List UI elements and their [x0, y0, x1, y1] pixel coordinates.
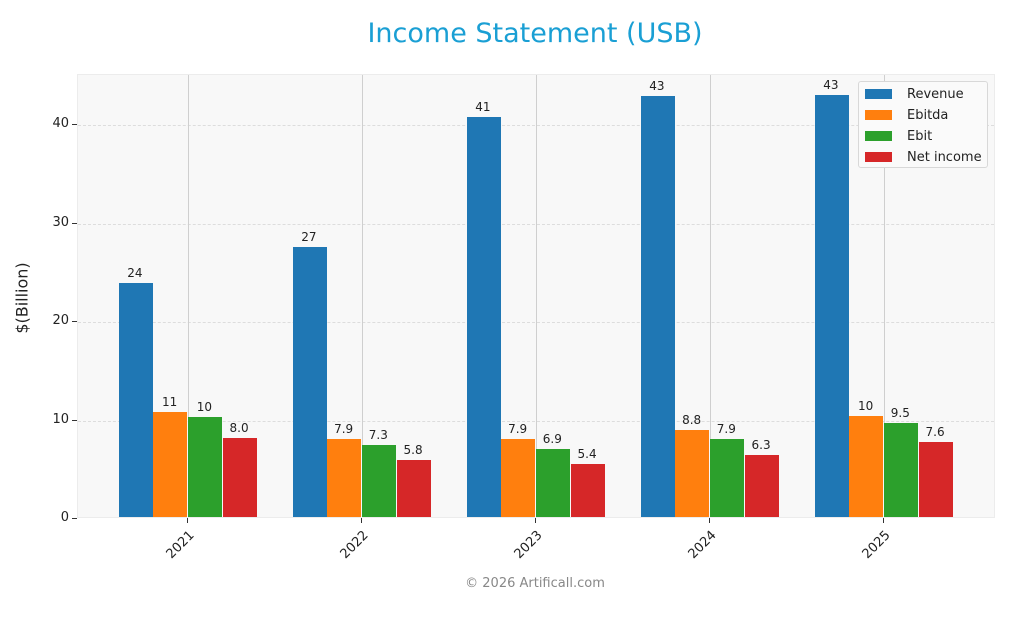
bar-value-label: 7.6	[925, 425, 945, 440]
bar-ebitda	[327, 439, 362, 517]
legend-swatch	[865, 131, 892, 141]
legend-swatch	[865, 89, 892, 99]
x-tick-label: 2022	[337, 528, 372, 563]
bar-revenue	[118, 282, 153, 517]
bar-value-label: 7.3	[368, 428, 388, 443]
x-tick-mark	[535, 518, 536, 523]
legend-swatch	[865, 110, 892, 120]
vertical-gridline	[884, 75, 885, 517]
x-tick-mark	[361, 518, 362, 523]
y-tick-mark	[72, 222, 77, 224]
legend: Revenue Ebitda Ebit Net income	[858, 81, 988, 168]
y-tick-label: 40	[52, 116, 69, 131]
bar-revenue	[640, 96, 675, 517]
vertical-gridline	[362, 75, 363, 517]
x-tick-mark	[187, 518, 188, 523]
vertical-gridline	[536, 75, 537, 517]
bar-revenue	[466, 117, 501, 517]
y-tick-label: 20	[52, 313, 69, 328]
legend-label: Net income	[907, 149, 982, 165]
bar-net-income	[570, 463, 605, 517]
bar-value-label: 7.9	[508, 422, 528, 437]
y-tick-label: 10	[52, 411, 69, 427]
bar-value-label: 8.0	[229, 421, 249, 436]
plot-area	[77, 74, 995, 518]
bar-revenue	[814, 95, 849, 517]
bar-net-income	[222, 438, 257, 517]
y-tick-mark	[72, 124, 77, 125]
bar-value-label: 6.9	[542, 432, 562, 447]
legend-item-net-income: Net income	[865, 148, 982, 166]
bar-value-label: 43	[649, 79, 665, 94]
bar-value-label: 5.4	[577, 446, 597, 461]
bar-ebitda	[849, 415, 884, 517]
legend-item-ebit: Ebit	[865, 127, 932, 145]
legend-label: Revenue	[907, 86, 964, 102]
y-tick-mark	[72, 321, 77, 322]
bar-net-income	[396, 459, 431, 517]
y-tick-mark	[72, 518, 77, 519]
legend-swatch	[865, 152, 892, 162]
bar-ebitda	[501, 439, 536, 517]
bar-net-income	[918, 442, 953, 517]
bar-value-label: 8.8	[682, 413, 702, 428]
bar-net-income	[744, 454, 779, 517]
bar-value-label: 27	[301, 230, 317, 245]
bar-revenue	[292, 247, 327, 517]
bar-value-label: 5.8	[403, 442, 423, 457]
x-tick-mark	[709, 518, 710, 523]
x-tick-label: 2025	[859, 528, 894, 563]
bar-value-label: 43	[823, 78, 839, 93]
footer-copyright: © 2026 Artificall.com	[465, 576, 605, 591]
legend-item-revenue: Revenue	[865, 85, 964, 103]
bar-value-label: 9.5	[890, 406, 910, 421]
y-tick-mark	[72, 419, 77, 421]
bar-ebit	[884, 423, 919, 517]
bar-ebitda	[675, 430, 710, 517]
bar-value-label: 41	[475, 100, 491, 115]
bar-ebitda	[153, 411, 188, 517]
bar-value-label: 6.3	[751, 437, 771, 452]
x-tick-label: 2021	[163, 528, 198, 563]
bar-value-label: 10	[858, 398, 874, 413]
chart-title: Income Statement (USB)	[367, 18, 703, 49]
bar-ebit	[188, 416, 223, 517]
bar-value-label: 7.9	[334, 422, 354, 437]
bar-value-label: 11	[162, 394, 178, 409]
y-axis-label: $(Billion)	[12, 262, 32, 334]
x-tick-label: 2024	[685, 528, 720, 563]
bar-value-label: 7.9	[716, 422, 736, 437]
bar-ebit	[536, 449, 571, 517]
legend-label: Ebit	[907, 128, 933, 144]
y-tick-label: 0	[60, 510, 69, 525]
x-tick-mark	[883, 518, 884, 523]
vertical-gridline	[188, 75, 189, 517]
bar-ebit	[710, 439, 745, 517]
bar-ebit	[362, 445, 397, 517]
y-tick-label: 30	[52, 214, 69, 230]
legend-label: Ebitda	[907, 107, 949, 123]
bar-value-label: 10	[196, 399, 212, 414]
vertical-gridline	[710, 75, 711, 517]
bar-value-label: 24	[127, 265, 143, 280]
legend-item-ebitda: Ebitda	[865, 106, 948, 124]
x-tick-label: 2023	[511, 528, 546, 563]
